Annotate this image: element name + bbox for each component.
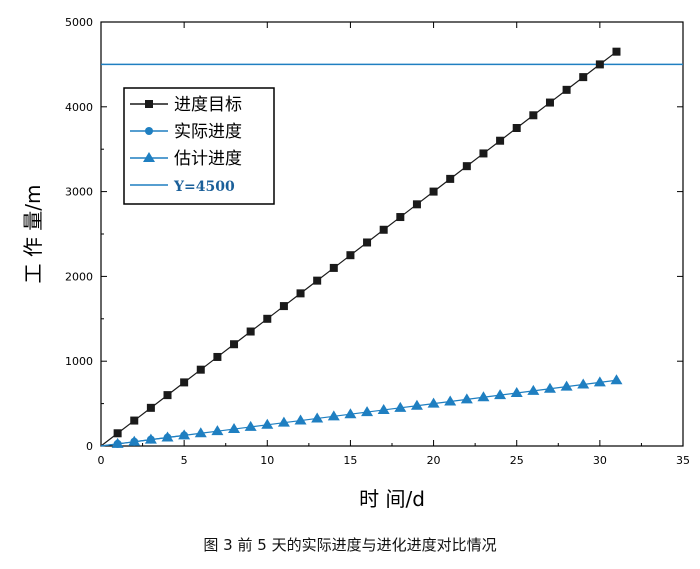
data-point [111,437,124,448]
data-point [296,289,305,298]
y-axis-label: 工 作 量/m [21,185,45,284]
data-point [377,403,390,414]
data-point [610,374,623,385]
data-point [244,420,257,431]
legend-label: Y=4500 [173,179,235,195]
data-point [593,376,606,387]
data-point [496,136,505,145]
data-point [446,174,455,183]
data-point [113,429,122,438]
legend-label: 进度目标 [174,95,242,115]
data-point [311,412,324,423]
plot-area: 0 5 10 15 20 25 30 35 0 1000 2000 3000 4000 5000 [65,16,690,467]
data-point [178,429,191,440]
data-point [444,395,457,406]
x-tick-label: 35 [676,454,690,467]
data-point [146,403,155,412]
x-axis-label: 时 间/d [359,487,425,511]
data-point [230,340,239,349]
data-point [327,410,340,421]
data-point [379,225,388,234]
data-point [228,423,241,434]
data-point [329,263,338,272]
y-tick-label: 3000 [65,186,93,199]
data-point [494,389,507,400]
data-point [194,427,207,438]
data-point [163,391,172,400]
data-point [545,98,554,107]
y-tick-label: 4000 [65,101,93,114]
chart-svg: 0 5 10 15 20 25 30 35 0 1000 2000 3000 4000 5000 进度目标… [21,16,690,511]
data-point [510,387,523,397]
data-point [363,238,372,247]
x-tick-label: 20 [427,454,441,467]
data-point [527,384,540,395]
data-point [460,393,473,404]
data-point [462,162,471,171]
data-point [313,276,322,285]
data-point [161,431,174,442]
data-point [144,433,157,444]
y-tick-label: 1000 [65,355,93,368]
data-point [344,408,357,419]
data-point [396,213,405,222]
data-point [180,378,189,387]
y-tick-label: 5000 [65,16,93,29]
data-point [196,365,205,374]
x-tick-label: 15 [343,454,357,467]
data-point [279,302,288,311]
data-point [562,85,571,94]
data-point [595,60,604,69]
figure-caption: 图 3 前 5 天的实际进度与进化进度对比情况 [203,536,497,554]
y-tick-label: 2000 [65,270,93,283]
data-point [246,327,255,336]
series-line [100,379,617,447]
data-point [479,149,488,158]
data-point [394,401,407,412]
data-point [361,406,374,417]
legend-marker [145,127,153,135]
data-point [277,416,290,427]
data-point [294,414,307,425]
data-point [512,124,521,132]
data-point [477,391,490,402]
data-point [560,380,573,391]
x-tick-label: 10 [260,454,274,467]
y-tick-label: 0 [86,440,93,453]
data-point [130,416,139,425]
data-point [128,435,141,446]
data-point [211,425,224,436]
data-point [263,314,272,323]
x-tick-label: 0 [98,454,105,467]
data-point [529,111,538,120]
legend-marker [143,152,155,162]
legend-label: 估计进度 [174,149,242,169]
data-point [429,187,438,196]
data-point [213,352,222,361]
x-tick-label: 5 [181,454,188,467]
data-point [261,418,274,429]
data-point [612,47,621,56]
x-tick-label: 30 [593,454,607,467]
data-point [410,399,423,410]
data-point [543,382,556,393]
data-point [577,378,590,389]
data-point [579,73,588,82]
legend-label: 实际进度 [174,122,242,142]
data-point [412,200,421,209]
x-tick-label: 25 [510,454,524,467]
data-point [427,397,440,408]
data-point [346,251,355,260]
legend-marker [145,100,153,108]
